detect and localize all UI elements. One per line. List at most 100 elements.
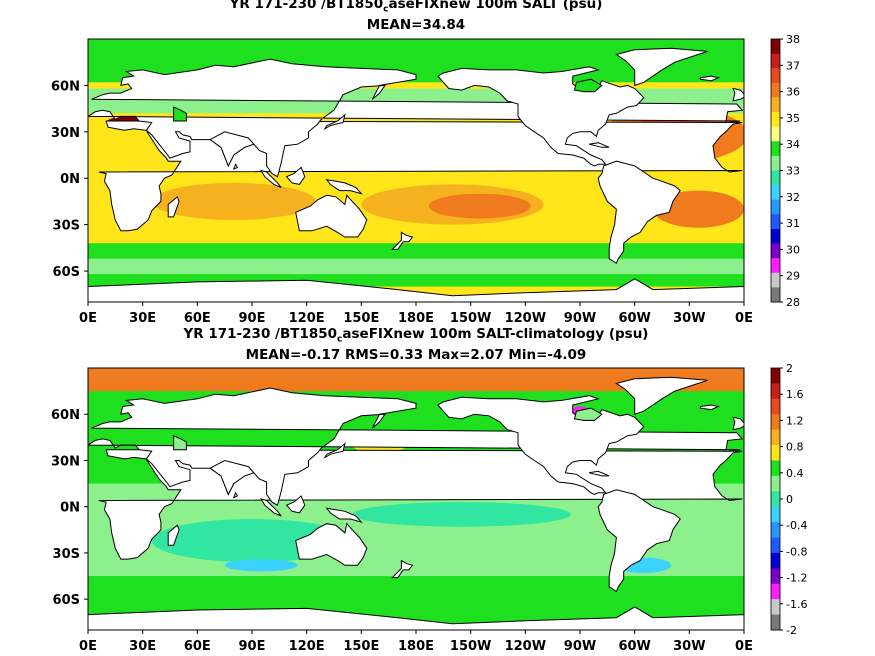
colorbar-swatch bbox=[771, 228, 780, 245]
x-tick-label: 120E bbox=[289, 639, 325, 654]
x-tick-label: 60E bbox=[184, 311, 211, 326]
water-caspian bbox=[173, 435, 187, 451]
colorbar-swatch bbox=[771, 97, 780, 113]
y-tick-label: 0N bbox=[60, 172, 80, 187]
colorbar-label: 36 bbox=[786, 86, 800, 99]
water-caspian bbox=[173, 106, 187, 122]
colorbar-label: 37 bbox=[786, 59, 800, 72]
colorbar-label: 0.4 bbox=[786, 467, 804, 480]
y-tick-label: 30N bbox=[51, 454, 80, 469]
colorbar-swatch bbox=[771, 170, 780, 186]
colorbar-swatch bbox=[771, 475, 780, 492]
colorbar-label: 1.6 bbox=[786, 388, 804, 401]
land-india_fill bbox=[209, 131, 255, 168]
colorbar-label: 31 bbox=[786, 217, 800, 230]
land-japan bbox=[323, 442, 346, 459]
x-tick-label: 30W bbox=[673, 311, 705, 326]
x-tick-label: 90W bbox=[564, 311, 596, 326]
land-samerica bbox=[597, 489, 681, 593]
colorbar-swatch bbox=[771, 199, 780, 215]
colorbar-label: 28 bbox=[786, 296, 800, 309]
x-tick-label: 30E bbox=[129, 311, 156, 326]
y-tick-label: 60N bbox=[51, 408, 80, 423]
land-iceland bbox=[699, 75, 721, 82]
land-india_fill bbox=[209, 459, 255, 496]
colorbar-swatch bbox=[771, 414, 780, 431]
land-srilanka bbox=[232, 163, 239, 170]
x-tick-label: 180E bbox=[398, 311, 434, 326]
panel2-title: YR 171-230 /BT1850caseFIXnew 100m SALT-c… bbox=[183, 326, 649, 345]
x-tick-label: 0E bbox=[79, 639, 97, 654]
land-borneo bbox=[285, 166, 306, 185]
colorbar-swatch bbox=[771, 53, 780, 69]
colorbar-label: 32 bbox=[786, 191, 800, 204]
land-eurasia bbox=[88, 387, 744, 506]
equatorial-pacific-negative bbox=[352, 502, 571, 527]
land-newguinea bbox=[325, 507, 363, 524]
land-srilanka bbox=[232, 491, 239, 499]
x-tick-label: 0E bbox=[79, 311, 97, 326]
land-antarctica bbox=[88, 606, 744, 630]
land-cuba bbox=[588, 470, 610, 477]
colorbar-label: 34 bbox=[786, 138, 800, 151]
land-newzealand bbox=[391, 231, 414, 250]
colorbar-label: 29 bbox=[786, 270, 800, 283]
x-tick-label: 60W bbox=[618, 639, 650, 654]
colorbar-swatch bbox=[771, 112, 780, 128]
colorbar-swatch bbox=[771, 214, 780, 230]
colorbar-label: -0.4 bbox=[786, 519, 807, 532]
band-southern-fresh bbox=[88, 258, 744, 275]
land-japan bbox=[323, 113, 346, 131]
x-tick-label: 0E bbox=[735, 639, 753, 654]
map-field-1 bbox=[88, 39, 744, 302]
colorbar-swatch bbox=[771, 491, 780, 508]
land-madagascar bbox=[167, 524, 180, 546]
y-tick-label: 30N bbox=[51, 126, 80, 141]
colorbar-swatch bbox=[771, 258, 780, 274]
x-tick-label: 30E bbox=[129, 639, 156, 654]
colorbar-swatch bbox=[771, 429, 780, 446]
x-tick-label: 150E bbox=[343, 311, 379, 326]
colorbar-label: 2 bbox=[786, 362, 793, 375]
land-australia bbox=[295, 522, 368, 566]
water-hudson bbox=[573, 407, 603, 421]
y-tick-label: 30S bbox=[53, 219, 80, 234]
land-uk bbox=[732, 416, 744, 431]
land-greenland bbox=[615, 376, 708, 415]
colorbar-swatch bbox=[771, 383, 780, 400]
land-namerica bbox=[437, 395, 645, 495]
x-tick-label: 30W bbox=[673, 639, 705, 654]
colorbar-swatch bbox=[771, 368, 780, 384]
y-tick-label: 60S bbox=[53, 265, 80, 280]
colorbar-swatch bbox=[771, 460, 780, 477]
colorbar-label: -0.8 bbox=[786, 545, 807, 558]
land-sumatra bbox=[260, 169, 282, 188]
land-madagascar bbox=[167, 195, 180, 218]
colorbar-swatch bbox=[771, 68, 780, 84]
land-namerica bbox=[437, 66, 645, 167]
x-tick-label: 120E bbox=[289, 311, 325, 326]
colorbar-label: 33 bbox=[786, 165, 800, 178]
colorbar-label: 35 bbox=[786, 112, 800, 125]
colorbar-label: 0 bbox=[786, 493, 793, 506]
y-tick-label: 60N bbox=[51, 79, 80, 94]
colorbar-swatch bbox=[771, 287, 780, 303]
colorbar-label: -1.6 bbox=[786, 598, 807, 611]
land-samerica bbox=[597, 160, 681, 265]
x-tick-label: 120W bbox=[505, 639, 546, 654]
colorbar-swatch bbox=[771, 243, 780, 259]
land-uk bbox=[732, 87, 744, 102]
panel1-title: YR 171-230 /BT1850caseFIXnew 100m SALT (… bbox=[229, 0, 603, 15]
water-hudson bbox=[573, 78, 603, 93]
y-tick-label: 0N bbox=[60, 501, 80, 516]
colorbar-label: 38 bbox=[786, 33, 800, 46]
land-eurasia bbox=[88, 58, 744, 178]
colorbar-swatch bbox=[771, 185, 780, 201]
colorbar-swatch bbox=[771, 445, 780, 461]
x-tick-label: 60W bbox=[618, 311, 650, 326]
x-tick-label: 150W bbox=[450, 639, 491, 654]
x-tick-label: 0E bbox=[735, 311, 753, 326]
colorbar-label: -1.2 bbox=[786, 572, 807, 585]
land-australia bbox=[295, 194, 368, 238]
